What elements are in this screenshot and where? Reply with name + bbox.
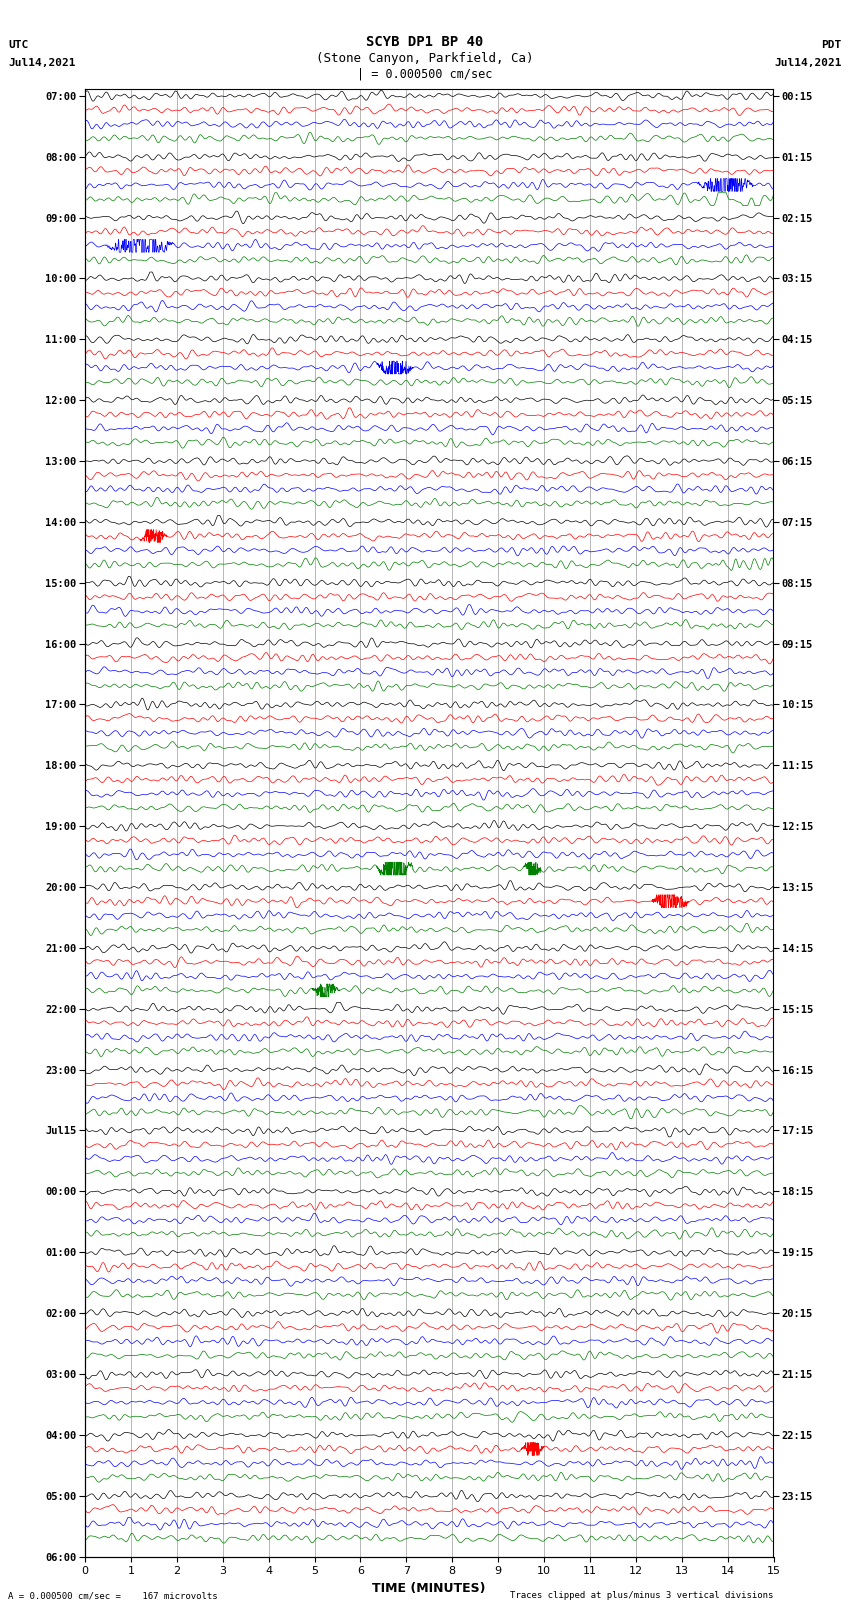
Text: (Stone Canyon, Parkfield, Ca): (Stone Canyon, Parkfield, Ca) xyxy=(316,52,534,65)
Text: PDT: PDT xyxy=(821,40,842,50)
Text: | = 0.000500 cm/sec: | = 0.000500 cm/sec xyxy=(357,68,493,81)
Text: SCYB DP1 BP 40: SCYB DP1 BP 40 xyxy=(366,35,484,50)
Text: Traces clipped at plus/minus 3 vertical divisions: Traces clipped at plus/minus 3 vertical … xyxy=(510,1590,774,1600)
Text: A = 0.000500 cm/sec =    167 microvolts: A = 0.000500 cm/sec = 167 microvolts xyxy=(8,1590,218,1600)
Text: Jul14,2021: Jul14,2021 xyxy=(8,58,76,68)
Text: Jul14,2021: Jul14,2021 xyxy=(774,58,842,68)
X-axis label: TIME (MINUTES): TIME (MINUTES) xyxy=(372,1582,486,1595)
Text: UTC: UTC xyxy=(8,40,29,50)
